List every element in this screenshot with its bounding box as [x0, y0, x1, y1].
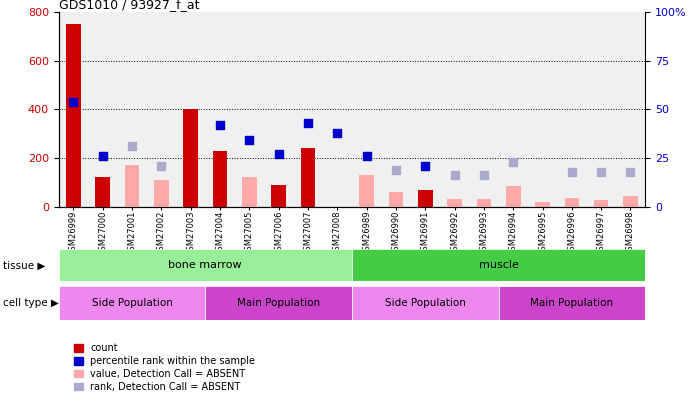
Text: tissue ▶: tissue ▶ — [3, 260, 46, 270]
Point — [391, 166, 402, 173]
Point — [126, 143, 137, 149]
Point — [244, 137, 255, 144]
Bar — [59, 286, 206, 320]
Point — [361, 153, 372, 159]
Bar — [594, 200, 609, 207]
Bar — [359, 175, 374, 207]
Point — [508, 159, 519, 165]
Point — [156, 162, 167, 169]
Point — [302, 120, 313, 126]
Point — [625, 168, 636, 175]
Bar — [301, 148, 315, 207]
Point — [595, 168, 607, 175]
Point — [449, 172, 460, 179]
Bar — [447, 199, 462, 207]
Bar — [352, 286, 499, 320]
Bar — [418, 190, 433, 207]
Text: GDS1010 / 93927_f_at: GDS1010 / 93927_f_at — [59, 0, 199, 11]
Text: cell type ▶: cell type ▶ — [3, 298, 59, 308]
Bar — [154, 180, 168, 207]
Point — [478, 172, 489, 179]
Bar — [95, 177, 110, 207]
Text: muscle: muscle — [479, 260, 518, 270]
Point — [97, 153, 108, 159]
Bar — [477, 199, 491, 207]
Point — [420, 162, 431, 169]
Bar — [242, 177, 257, 207]
Bar — [184, 109, 198, 207]
Bar — [213, 151, 227, 207]
Bar — [59, 249, 352, 281]
Bar — [125, 165, 139, 207]
Bar — [623, 196, 638, 207]
Point — [566, 168, 578, 175]
Bar — [535, 202, 550, 207]
Text: Side Population: Side Population — [92, 298, 172, 308]
Bar — [388, 192, 403, 207]
Bar — [352, 249, 645, 281]
Point — [68, 98, 79, 105]
Bar — [506, 186, 520, 207]
Bar — [499, 286, 645, 320]
Text: Side Population: Side Population — [385, 298, 466, 308]
Point — [215, 122, 226, 128]
Text: bone marrow: bone marrow — [168, 260, 242, 270]
Text: Main Population: Main Population — [531, 298, 613, 308]
Legend: count, percentile rank within the sample, value, Detection Call = ABSENT, rank, : count, percentile rank within the sample… — [74, 343, 255, 392]
Bar — [66, 24, 81, 207]
Text: Main Population: Main Population — [237, 298, 320, 308]
Point — [332, 130, 343, 136]
Bar — [271, 185, 286, 207]
Bar — [206, 286, 352, 320]
Bar — [564, 198, 579, 207]
Point — [273, 151, 284, 157]
